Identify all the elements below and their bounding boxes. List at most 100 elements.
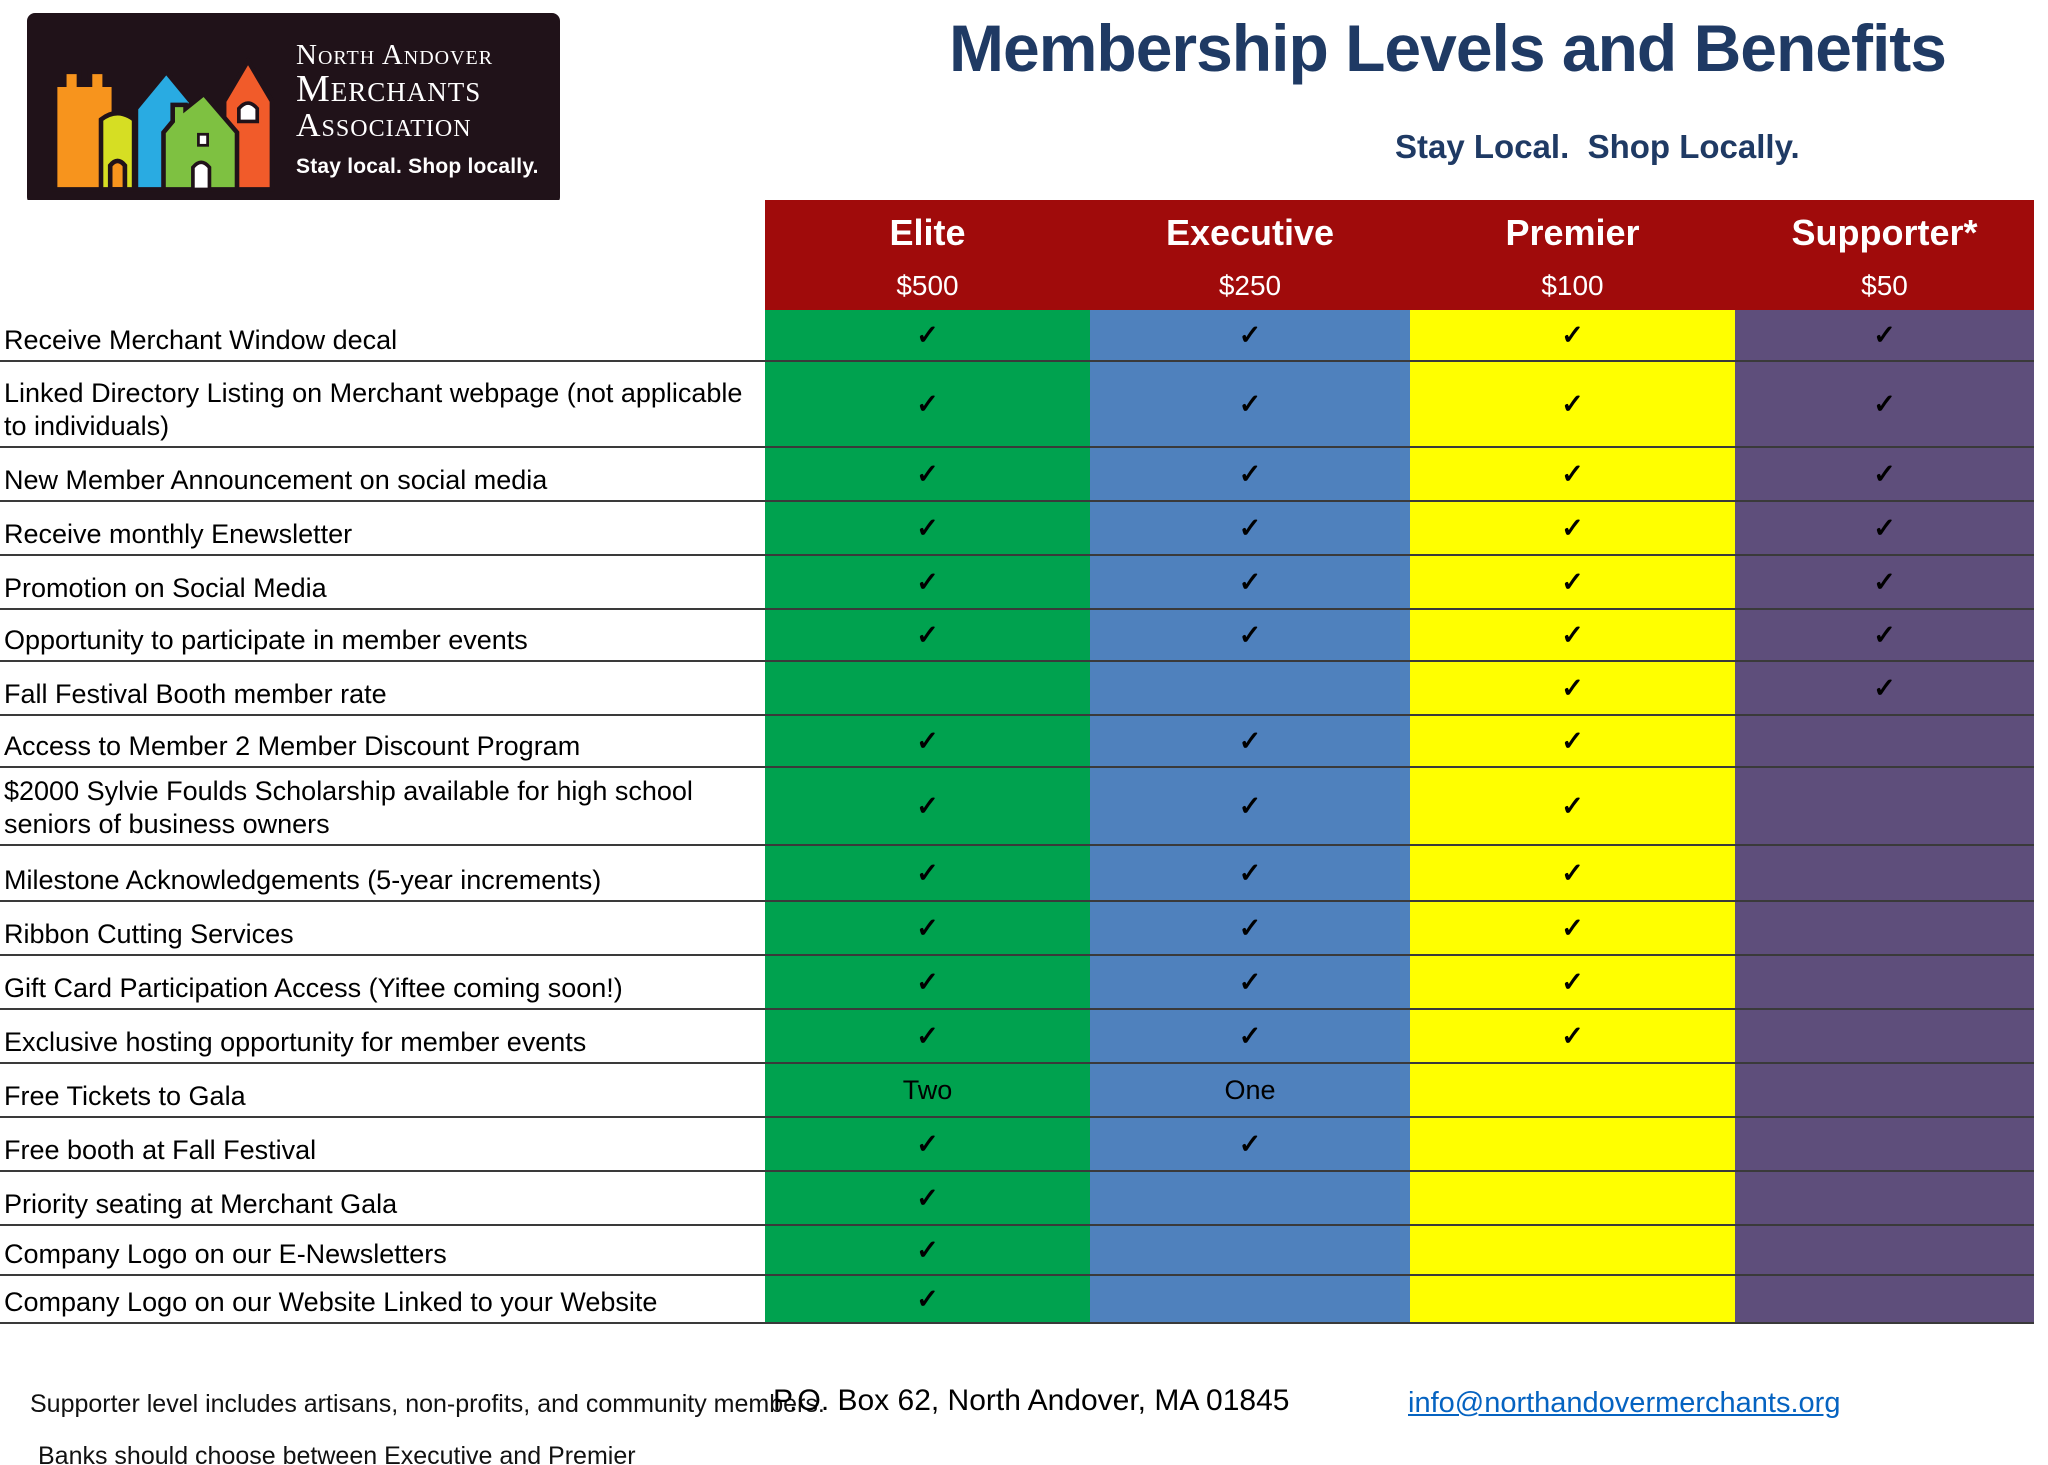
benefit-label: Free booth at Fall Festival xyxy=(0,1118,765,1172)
benefit-label: Exclusive hosting opportunity for member… xyxy=(0,1010,765,1064)
benefit-cell-checked: ✓ xyxy=(1090,610,1410,662)
check-icon: ✓ xyxy=(916,1182,939,1213)
check-icon: ✓ xyxy=(916,319,939,350)
benefit-label: Promotion on Social Media xyxy=(0,556,765,610)
check-icon: ✓ xyxy=(1561,319,1584,350)
check-icon: ✓ xyxy=(1238,512,1262,543)
check-icon: ✓ xyxy=(1238,458,1262,489)
benefit-cell-checked: ✓ xyxy=(1090,556,1410,610)
check-icon: ✓ xyxy=(1561,388,1584,419)
tier-name: Supporter* xyxy=(1791,212,1978,253)
check-icon: ✓ xyxy=(1561,857,1584,888)
tier-name: Premier xyxy=(1505,212,1640,253)
benefit-label: Ribbon Cutting Services xyxy=(0,902,765,956)
check-icon: ✓ xyxy=(1238,790,1262,821)
benefit-cell-checked: ✓ xyxy=(1410,310,1735,362)
check-icon: ✓ xyxy=(1238,912,1262,943)
benefit-cell-checked: ✓ xyxy=(765,310,1090,362)
logo-org-name-line3: Association xyxy=(296,107,472,145)
benefit-label: Company Logo on our Website Linked to yo… xyxy=(0,1276,765,1324)
check-icon: ✓ xyxy=(1873,512,1896,543)
cell-text: Two xyxy=(902,1074,953,1105)
check-icon: ✓ xyxy=(1238,388,1262,419)
benefit-cell-empty xyxy=(1090,1172,1410,1226)
tier-price: $500 xyxy=(896,270,959,301)
benefit-cell-empty xyxy=(1735,1226,2034,1276)
logo-org-name-line2: Merchants xyxy=(296,68,482,111)
benefit-cell-checked: ✓ xyxy=(1410,448,1735,502)
benefit-cell-checked: ✓ xyxy=(1735,502,2034,556)
benefit-cell-checked: ✓ xyxy=(1090,1010,1410,1064)
benefit-cell-empty xyxy=(1735,1064,2034,1118)
footer-supporter-note: Supporter level includes artisans, non-p… xyxy=(30,1390,825,1418)
benefit-cell-checked: ✓ xyxy=(1410,362,1735,448)
logo-org-name-line1: North Andover xyxy=(296,38,494,71)
footer-banks-note: Banks should choose between Executive an… xyxy=(38,1442,636,1465)
benefit-cell-empty xyxy=(1090,1226,1410,1276)
check-icon: ✓ xyxy=(1238,566,1262,597)
benefit-cell-checked: ✓ xyxy=(1090,362,1410,448)
benefit-label: Opportunity to participate in member eve… xyxy=(0,610,765,662)
check-icon: ✓ xyxy=(1561,912,1584,943)
benefit-cell-checked: ✓ xyxy=(765,362,1090,448)
benefit-label: $2000 Sylvie Foulds Scholarship availabl… xyxy=(0,768,765,846)
benefit-cell-empty xyxy=(1410,1276,1735,1324)
benefit-cell-checked: ✓ xyxy=(1090,448,1410,502)
tier-price: $250 xyxy=(1218,270,1282,301)
check-icon: ✓ xyxy=(1561,790,1584,821)
benefit-cell-empty xyxy=(1735,956,2034,1010)
check-icon: ✓ xyxy=(916,790,939,821)
benefit-cell-checked: ✓ xyxy=(1410,768,1735,846)
benefit-label: New Member Announcement on social media xyxy=(0,448,765,502)
benefit-cell-empty xyxy=(1735,1172,2034,1226)
check-icon: ✓ xyxy=(916,566,939,597)
check-icon: ✓ xyxy=(916,1234,939,1265)
tier-column-header-supporter: Supporter* $50 xyxy=(1735,200,2034,310)
benefit-cell-checked: ✓ xyxy=(1090,502,1410,556)
benefit-cell-checked: ✓ xyxy=(1090,716,1410,768)
benefit-cell-checked: ✓ xyxy=(765,768,1090,846)
benefit-cell-checked: ✓ xyxy=(765,956,1090,1010)
benefit-cell-checked: ✓ xyxy=(1410,502,1735,556)
check-icon: ✓ xyxy=(916,966,939,997)
check-icon: ✓ xyxy=(916,1020,939,1051)
check-icon: ✓ xyxy=(1561,619,1584,650)
benefit-cell-checked: ✓ xyxy=(1410,662,1735,716)
benefits-table: Elite $500 Executive $250 Premier $100 S… xyxy=(0,200,2034,1324)
logo-text-block: North Andover Merchants Association Stay… xyxy=(296,38,539,177)
benefit-cell-checked: ✓ xyxy=(765,1276,1090,1324)
benefit-cell-checked: ✓ xyxy=(1735,310,2034,362)
cell-text: One xyxy=(1224,1074,1276,1105)
benefit-cell-checked: ✓ xyxy=(1735,610,2034,662)
check-icon: ✓ xyxy=(1561,966,1584,997)
benefit-cell-checked: ✓ xyxy=(1410,902,1735,956)
org-logo: North Andover Merchants Association Stay… xyxy=(27,13,560,205)
benefit-cell-checked: ✓ xyxy=(765,1172,1090,1226)
benefit-cell-empty xyxy=(1735,768,2034,846)
benefit-cell-checked: ✓ xyxy=(1410,556,1735,610)
benefit-cell-checked: ✓ xyxy=(1410,956,1735,1010)
check-icon: ✓ xyxy=(1873,672,1896,703)
check-icon: ✓ xyxy=(1238,1020,1262,1051)
benefit-label: Receive monthly Enewsletter xyxy=(0,502,765,556)
tier-column-header-elite: Elite $500 xyxy=(765,200,1090,310)
check-icon: ✓ xyxy=(1238,319,1262,350)
benefit-cell-checked: ✓ xyxy=(1090,310,1410,362)
benefit-cell-checked: ✓ xyxy=(765,716,1090,768)
check-icon: ✓ xyxy=(1561,725,1584,756)
benefit-label: Gift Card Participation Access (Yiftee c… xyxy=(0,956,765,1010)
footer-email-link[interactable]: info@northandovermerchants.org xyxy=(1408,1387,1841,1419)
benefit-cell-empty xyxy=(1735,716,2034,768)
benefit-cell-checked: ✓ xyxy=(1090,846,1410,902)
benefit-cell-checked: ✓ xyxy=(765,610,1090,662)
benefit-cell-empty xyxy=(1735,1276,2034,1324)
check-icon: ✓ xyxy=(1873,619,1896,650)
benefit-cell-checked: ✓ xyxy=(1735,448,2034,502)
benefit-cell-empty xyxy=(765,662,1090,716)
benefit-label: Fall Festival Booth member rate xyxy=(0,662,765,716)
check-icon: ✓ xyxy=(1873,566,1896,597)
check-icon: ✓ xyxy=(1238,1128,1262,1159)
benefit-cell-checked: ✓ xyxy=(1410,846,1735,902)
check-icon: ✓ xyxy=(1238,725,1262,756)
